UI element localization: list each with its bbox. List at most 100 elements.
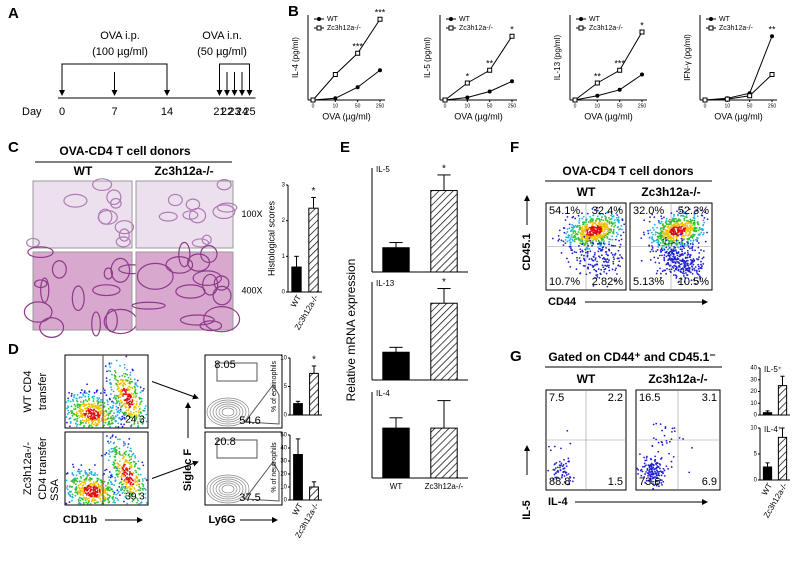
event-dot: [612, 231, 615, 233]
x-tick-label: 10: [725, 103, 731, 109]
event-dot: [685, 259, 688, 262]
event-dot: [617, 249, 620, 252]
event-dot: [139, 386, 142, 389]
event-dot: [82, 393, 84, 395]
event-dot: [648, 220, 651, 223]
event-dot: [669, 226, 672, 229]
event-dot: [107, 369, 110, 372]
event-dot: [93, 496, 96, 499]
event-dot: [123, 372, 125, 375]
event-dot: [106, 403, 109, 406]
legend-marker: [578, 25, 584, 31]
event-dot: [134, 392, 137, 395]
event-dot: [144, 497, 147, 499]
event-dot: [87, 419, 90, 422]
event-dot: [83, 391, 86, 394]
event-dot: [84, 399, 87, 401]
event-dot: [116, 379, 119, 382]
event-dot: [617, 216, 620, 219]
event-dot: [691, 219, 694, 222]
event-dot: [141, 415, 144, 417]
event-dot: [680, 260, 683, 263]
event-dot: [127, 376, 130, 379]
event-dot: [88, 487, 90, 490]
event-dot: [607, 266, 610, 269]
event-dot: [75, 425, 78, 428]
event-dot: [123, 423, 125, 426]
event-dot: [591, 221, 593, 224]
tissue-feature: [212, 204, 236, 220]
event-dot: [125, 409, 128, 412]
event-dot: [591, 227, 594, 230]
event-dot: [113, 491, 116, 494]
event-dot: [663, 469, 666, 472]
event-dot: [115, 425, 117, 428]
x-axis-label: OVA (µg/ml): [584, 111, 633, 121]
protocol-label: OVA i.n.: [202, 30, 242, 42]
event-dot: [110, 407, 113, 410]
event-dot: [133, 378, 136, 381]
event-dot: [685, 227, 688, 229]
event-dot: [131, 387, 134, 390]
event-dot: [695, 269, 698, 272]
event-dot: [662, 241, 664, 243]
event-dot: [124, 443, 126, 446]
event-dot: [100, 486, 103, 489]
tissue-feature: [118, 228, 130, 242]
event-dot: [647, 229, 649, 232]
event-dot: [606, 228, 609, 231]
event-dot: [666, 235, 669, 238]
event-dot: [700, 209, 703, 212]
event-dot: [66, 472, 69, 474]
event-dot: [106, 399, 109, 401]
event-dot: [655, 239, 658, 242]
event-dot: [688, 270, 690, 273]
event-dot: [107, 440, 109, 443]
event-dot: [128, 450, 131, 452]
event-dot: [668, 440, 671, 443]
event-dot: [129, 447, 132, 450]
event-dot: [567, 235, 570, 238]
event-dot: [681, 224, 684, 227]
day-tick-label: 21: [213, 106, 225, 118]
event-dot: [594, 221, 597, 224]
event-dot: [135, 384, 138, 387]
event-dot: [115, 402, 117, 405]
event-dot: [686, 238, 689, 241]
event-dot: [116, 401, 119, 404]
significance: *: [312, 355, 316, 366]
event-dot: [138, 486, 141, 488]
event-dot: [686, 244, 688, 247]
event-dot: [130, 450, 133, 453]
event-dot: [661, 270, 664, 273]
data-point: [572, 97, 578, 103]
event-dot: [567, 261, 570, 263]
event-dot: [698, 256, 700, 259]
event-dot: [606, 254, 609, 257]
event-dot: [111, 422, 114, 424]
event-dot: [68, 491, 71, 493]
event-dot: [130, 413, 133, 416]
event-dot: [658, 244, 661, 246]
x-tick-label: 0: [704, 103, 707, 109]
event-dot: [103, 424, 106, 427]
event-dot: [116, 414, 119, 416]
event-dot: [71, 463, 74, 466]
event-dot: [138, 396, 141, 399]
event-dot: [660, 456, 663, 459]
event-dot: [90, 472, 93, 474]
event-dot: [651, 236, 653, 238]
event-dot: [80, 422, 83, 425]
event-dot: [591, 244, 593, 247]
event-dot: [121, 393, 123, 396]
event-dot: [692, 223, 695, 225]
event-dot: [691, 260, 694, 263]
event-dot: [581, 238, 584, 241]
event-dot: [71, 414, 74, 417]
event-dot: [119, 399, 122, 402]
event-dot: [653, 256, 656, 259]
event-dot: [104, 496, 107, 499]
event-dot: [589, 222, 592, 224]
event-dot: [79, 409, 81, 412]
event-dot: [671, 430, 673, 433]
